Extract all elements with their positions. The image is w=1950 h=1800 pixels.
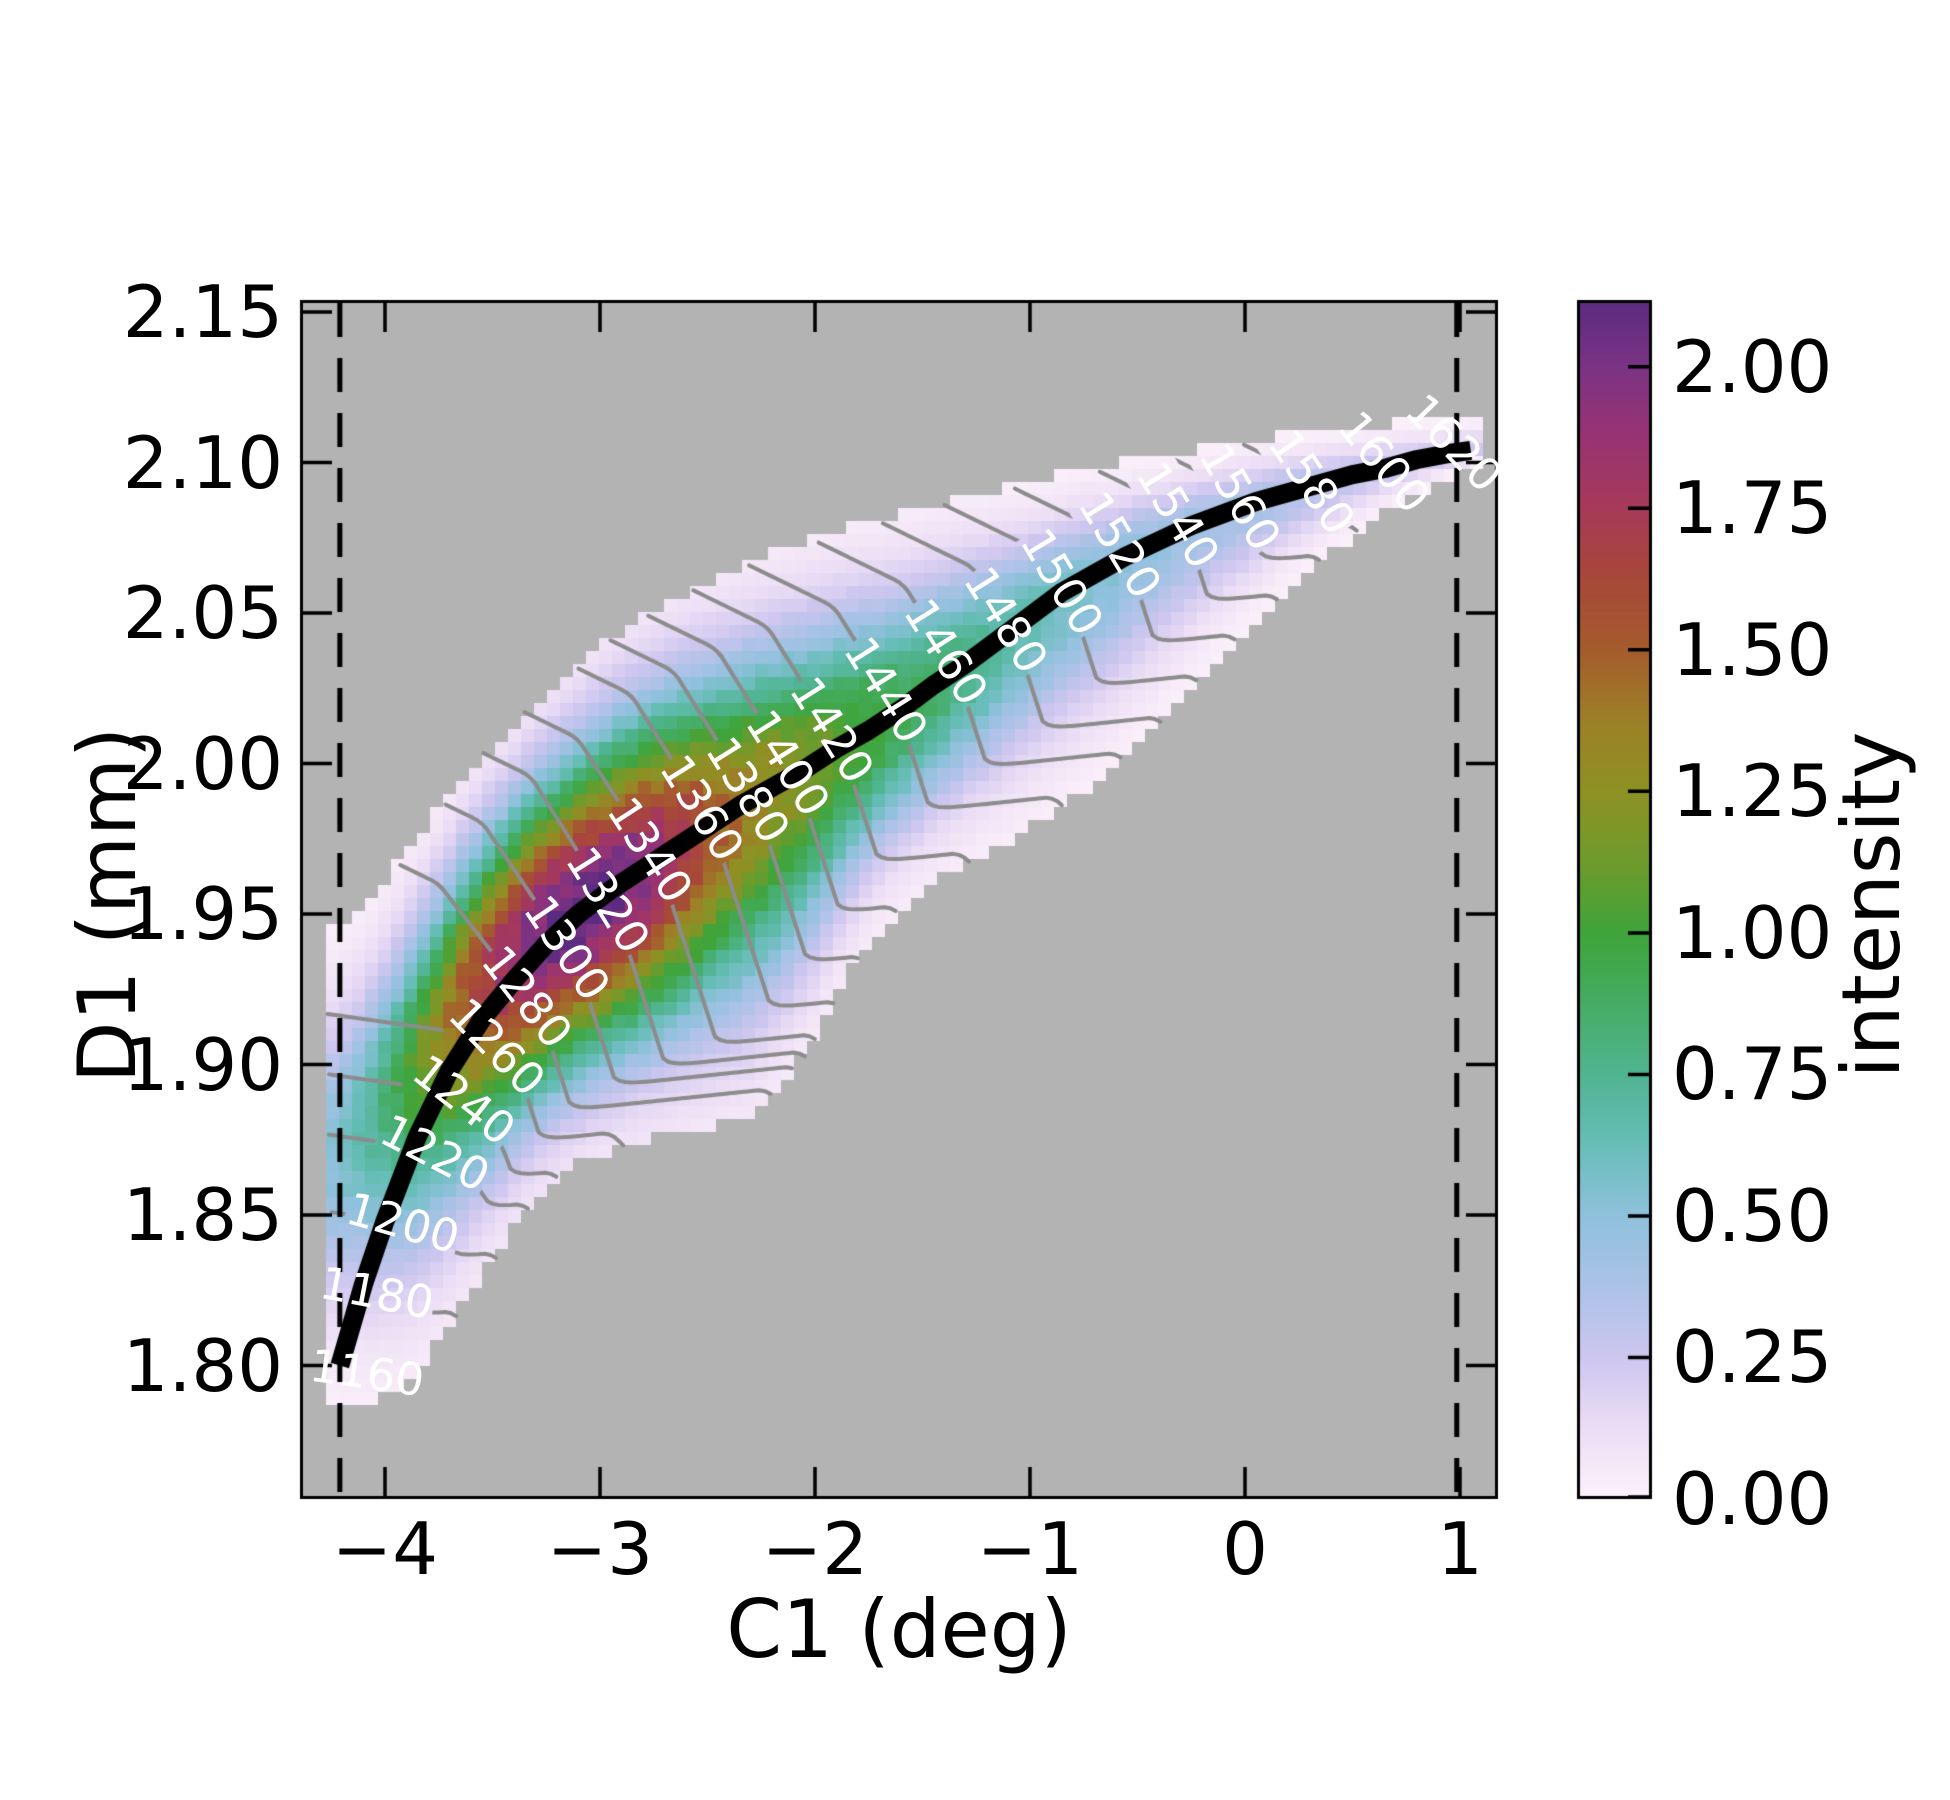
- x-tick-label: −3: [546, 1507, 654, 1591]
- x-tick-label: 0: [1222, 1507, 1268, 1591]
- y-tick-label: 1.80: [122, 1323, 283, 1408]
- x-axis-title: C1 (deg): [726, 1583, 1072, 1676]
- colorbar-tick-label: 2.00: [1672, 324, 1833, 409]
- x-tick-label: −2: [761, 1507, 869, 1591]
- colorbar-title: intensity: [1825, 731, 1918, 1079]
- x-tick-label: −1: [976, 1507, 1084, 1591]
- x-tick-label: 1: [1437, 1507, 1483, 1591]
- y-tick-label: 1.95: [122, 872, 283, 956]
- y-tick-label: 2.05: [122, 571, 283, 655]
- x-tick-label: −4: [331, 1507, 439, 1591]
- colorbar-tick-label: 0.75: [1672, 1032, 1833, 1117]
- colorbar-tick-label: 1.50: [1672, 607, 1833, 692]
- y-tick-label: 2.15: [122, 270, 283, 354]
- colorbar-tick-label: 0.00: [1672, 1457, 1833, 1541]
- colorbar-tick-label: 1.25: [1672, 749, 1833, 834]
- y-tick-label: 1.85: [122, 1173, 283, 1257]
- colorbar-tick-label: 0.50: [1672, 1173, 1833, 1258]
- y-tick-label: 2.10: [122, 420, 283, 505]
- colorbar-tick-label: 1.00: [1672, 890, 1833, 975]
- y-tick-label: 2.00: [122, 721, 283, 806]
- colorbar-tick-label: 0.25: [1672, 1315, 1833, 1400]
- y-tick-label: 1.90: [122, 1022, 283, 1107]
- colorbar-tick-label: 1.75: [1672, 466, 1833, 551]
